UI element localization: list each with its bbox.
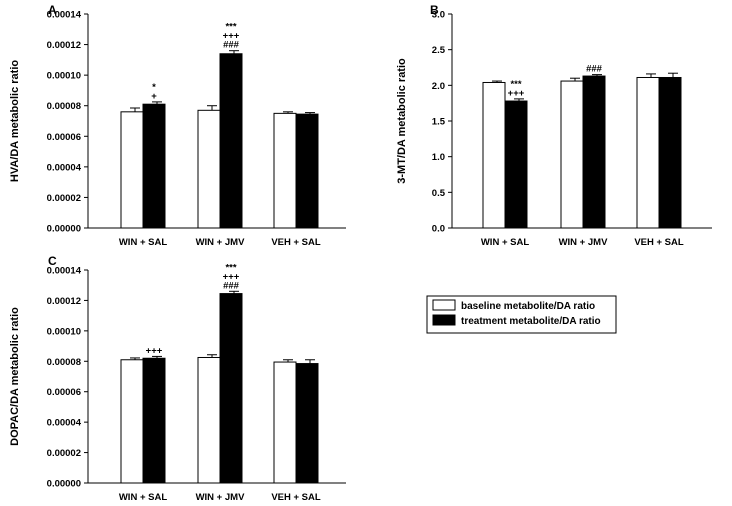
bar — [504, 100, 528, 229]
y-tick-label: 1.0 — [432, 152, 445, 163]
significance-marker: +++ — [146, 345, 163, 356]
bar — [560, 80, 584, 229]
significance-marker: + — [151, 91, 157, 102]
y-tick-label: 0.0 — [432, 224, 445, 235]
y-axis-title: DOPAC/DA metabolic ratio — [9, 307, 21, 446]
bar — [120, 359, 144, 484]
bar — [197, 109, 221, 229]
x-tick-label: WIN + SAL — [119, 237, 167, 248]
bar — [142, 103, 166, 229]
x-tick-label: WIN + JMV — [196, 237, 245, 248]
y-tick-label: 0.00002 — [47, 448, 81, 459]
bar — [295, 363, 319, 484]
bar — [142, 357, 166, 484]
y-tick-label: 0.00012 — [47, 296, 81, 307]
significance-marker: ### — [223, 40, 240, 51]
y-tick-label: 2.0 — [432, 81, 445, 92]
bar — [482, 81, 506, 229]
significance-marker: *** — [225, 262, 236, 273]
bar — [658, 76, 682, 229]
significance-marker: +++ — [223, 271, 240, 282]
y-tick-label: 0.00000 — [47, 224, 81, 235]
x-tick-label: VEH + SAL — [271, 237, 321, 248]
bar — [197, 356, 221, 484]
y-tick-label: 2.5 — [432, 45, 446, 56]
y-tick-label: 0.00010 — [47, 71, 81, 82]
y-tick-label: 0.00002 — [47, 193, 81, 204]
bar — [219, 293, 243, 484]
bar — [273, 112, 297, 229]
significance-marker: +++ — [508, 88, 525, 99]
y-tick-label: 0.00000 — [47, 479, 81, 490]
legend-box — [426, 295, 617, 334]
y-tick-label: 0.00014 — [47, 10, 82, 21]
significance-marker: ### — [586, 64, 603, 75]
y-tick-label: 0.00014 — [47, 266, 82, 277]
y-axis-title: 3-MT/DA metabolic ratio — [396, 58, 408, 184]
y-tick-label: 0.00010 — [47, 326, 81, 337]
y-tick-label: 1.5 — [432, 117, 446, 128]
x-tick-label: WIN + JMV — [559, 237, 608, 248]
bar — [273, 361, 297, 484]
panel-label: A — [48, 3, 57, 17]
y-axis-title: HVA/DA metabolic ratio — [9, 60, 21, 183]
bar — [219, 53, 243, 229]
legend-swatch — [432, 314, 456, 326]
y-tick-label: 0.00008 — [47, 101, 81, 112]
x-tick-label: WIN + SAL — [481, 237, 529, 248]
bar — [120, 111, 144, 229]
significance-marker: ### — [223, 280, 240, 291]
y-tick-label: 3.0 — [432, 10, 445, 21]
legend-label: baseline metabolite/DA ratio — [461, 301, 595, 312]
significance-marker: * — [152, 82, 156, 93]
panel-b: 0.0 0.5 1.0 1.5 2.0 2.5 3.0 3-MT/DA metabolic r… — [396, 3, 712, 248]
y-tick-label: 0.00008 — [47, 357, 81, 368]
legend: baseline metabolite/DA ratio treatment me… — [426, 295, 617, 334]
x-tick-label: VEH + SAL — [634, 237, 684, 248]
significance-marker: *** — [510, 79, 521, 90]
legend-label: treatment metabolite/DA ratio — [461, 316, 601, 327]
x-tick-label: WIN + JMV — [196, 492, 245, 503]
panel-c: 0.00000 0.00002 0.00004 0.00006 0.00008 0.000… — [9, 254, 346, 503]
y-tick-label: 0.00006 — [47, 387, 81, 398]
panel-label: B — [430, 3, 439, 17]
bar — [636, 76, 660, 229]
bar — [582, 75, 606, 229]
y-tick-label: 0.00004 — [47, 162, 82, 173]
x-tick-label: WIN + SAL — [119, 492, 167, 503]
bar — [295, 113, 319, 229]
x-tick-label: VEH + SAL — [271, 492, 321, 503]
y-tick-label: 0.00012 — [47, 40, 81, 51]
significance-marker: *** — [225, 22, 236, 33]
significance-marker: +++ — [223, 31, 240, 42]
y-tick-label: 0.00004 — [47, 418, 82, 429]
panel-label: C — [48, 254, 57, 268]
y-tick-label: 0.5 — [432, 188, 446, 199]
legend-swatch — [432, 299, 456, 311]
panel-a: 0.00000 0.00002 0.00004 0.00006 0.00008 0.000… — [9, 3, 346, 248]
y-tick-label: 0.00006 — [47, 132, 81, 143]
